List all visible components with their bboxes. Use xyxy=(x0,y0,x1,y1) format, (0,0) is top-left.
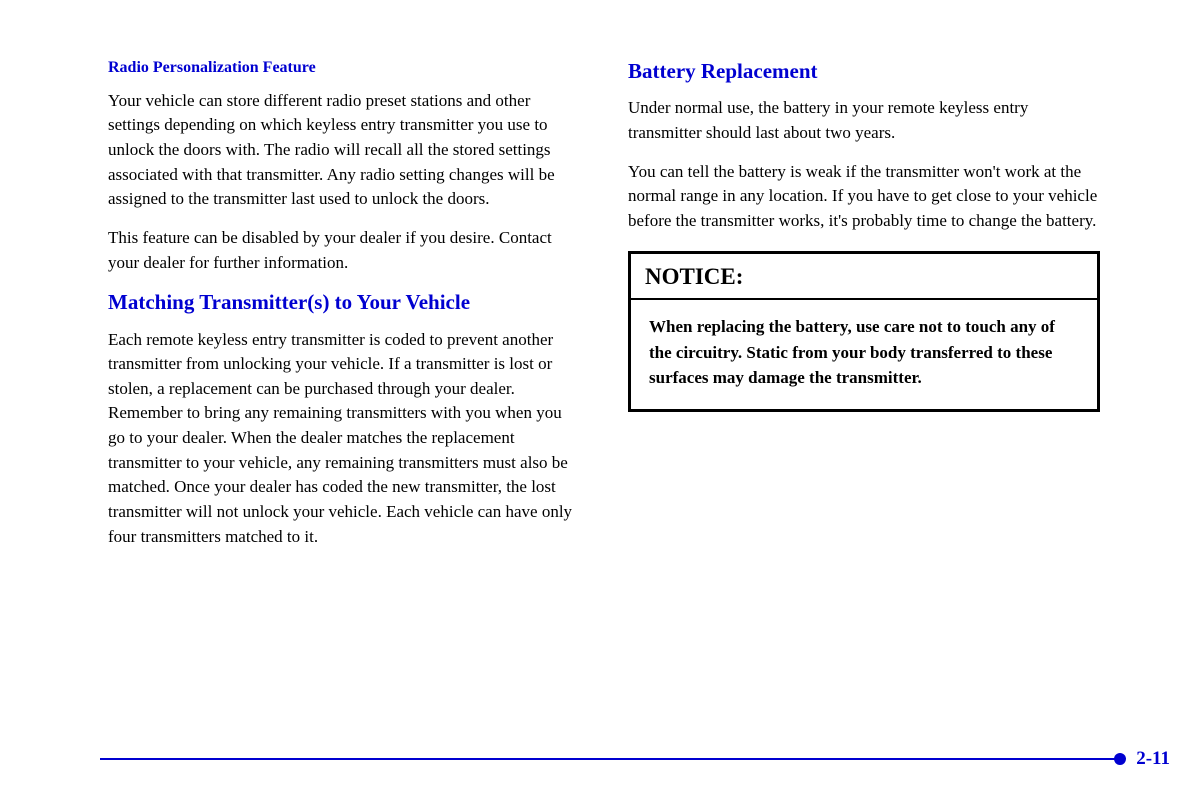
footer-dot-icon xyxy=(1114,753,1126,765)
page-footer: 2-11 xyxy=(100,748,1200,770)
radio-personalization-para2: This feature can be disabled by your dea… xyxy=(108,226,580,275)
battery-para1: Under normal use, the battery in your re… xyxy=(628,96,1100,145)
radio-personalization-para1: Your vehicle can store different radio p… xyxy=(108,89,580,212)
footer-rule xyxy=(100,758,1117,760)
matching-transmitter-heading: Matching Transmitter(s) to Your Vehicle xyxy=(108,289,580,315)
content-columns: Radio Personalization Feature Your vehic… xyxy=(108,58,1100,563)
notice-body: When replacing the battery, use care not… xyxy=(631,300,1097,409)
page-number: 2-11 xyxy=(1136,748,1170,770)
notice-title: NOTICE: xyxy=(631,254,1097,300)
battery-replacement-heading: Battery Replacement xyxy=(628,58,1100,84)
left-column: Radio Personalization Feature Your vehic… xyxy=(108,58,580,563)
right-column: Battery Replacement Under normal use, th… xyxy=(628,58,1100,563)
battery-para2: You can tell the battery is weak if the … xyxy=(628,160,1100,234)
matching-transmitter-para: Each remote keyless entry transmitter is… xyxy=(108,328,580,550)
notice-box: NOTICE: When replacing the battery, use … xyxy=(628,251,1100,412)
radio-personalization-subhead: Radio Personalization Feature xyxy=(108,58,580,79)
